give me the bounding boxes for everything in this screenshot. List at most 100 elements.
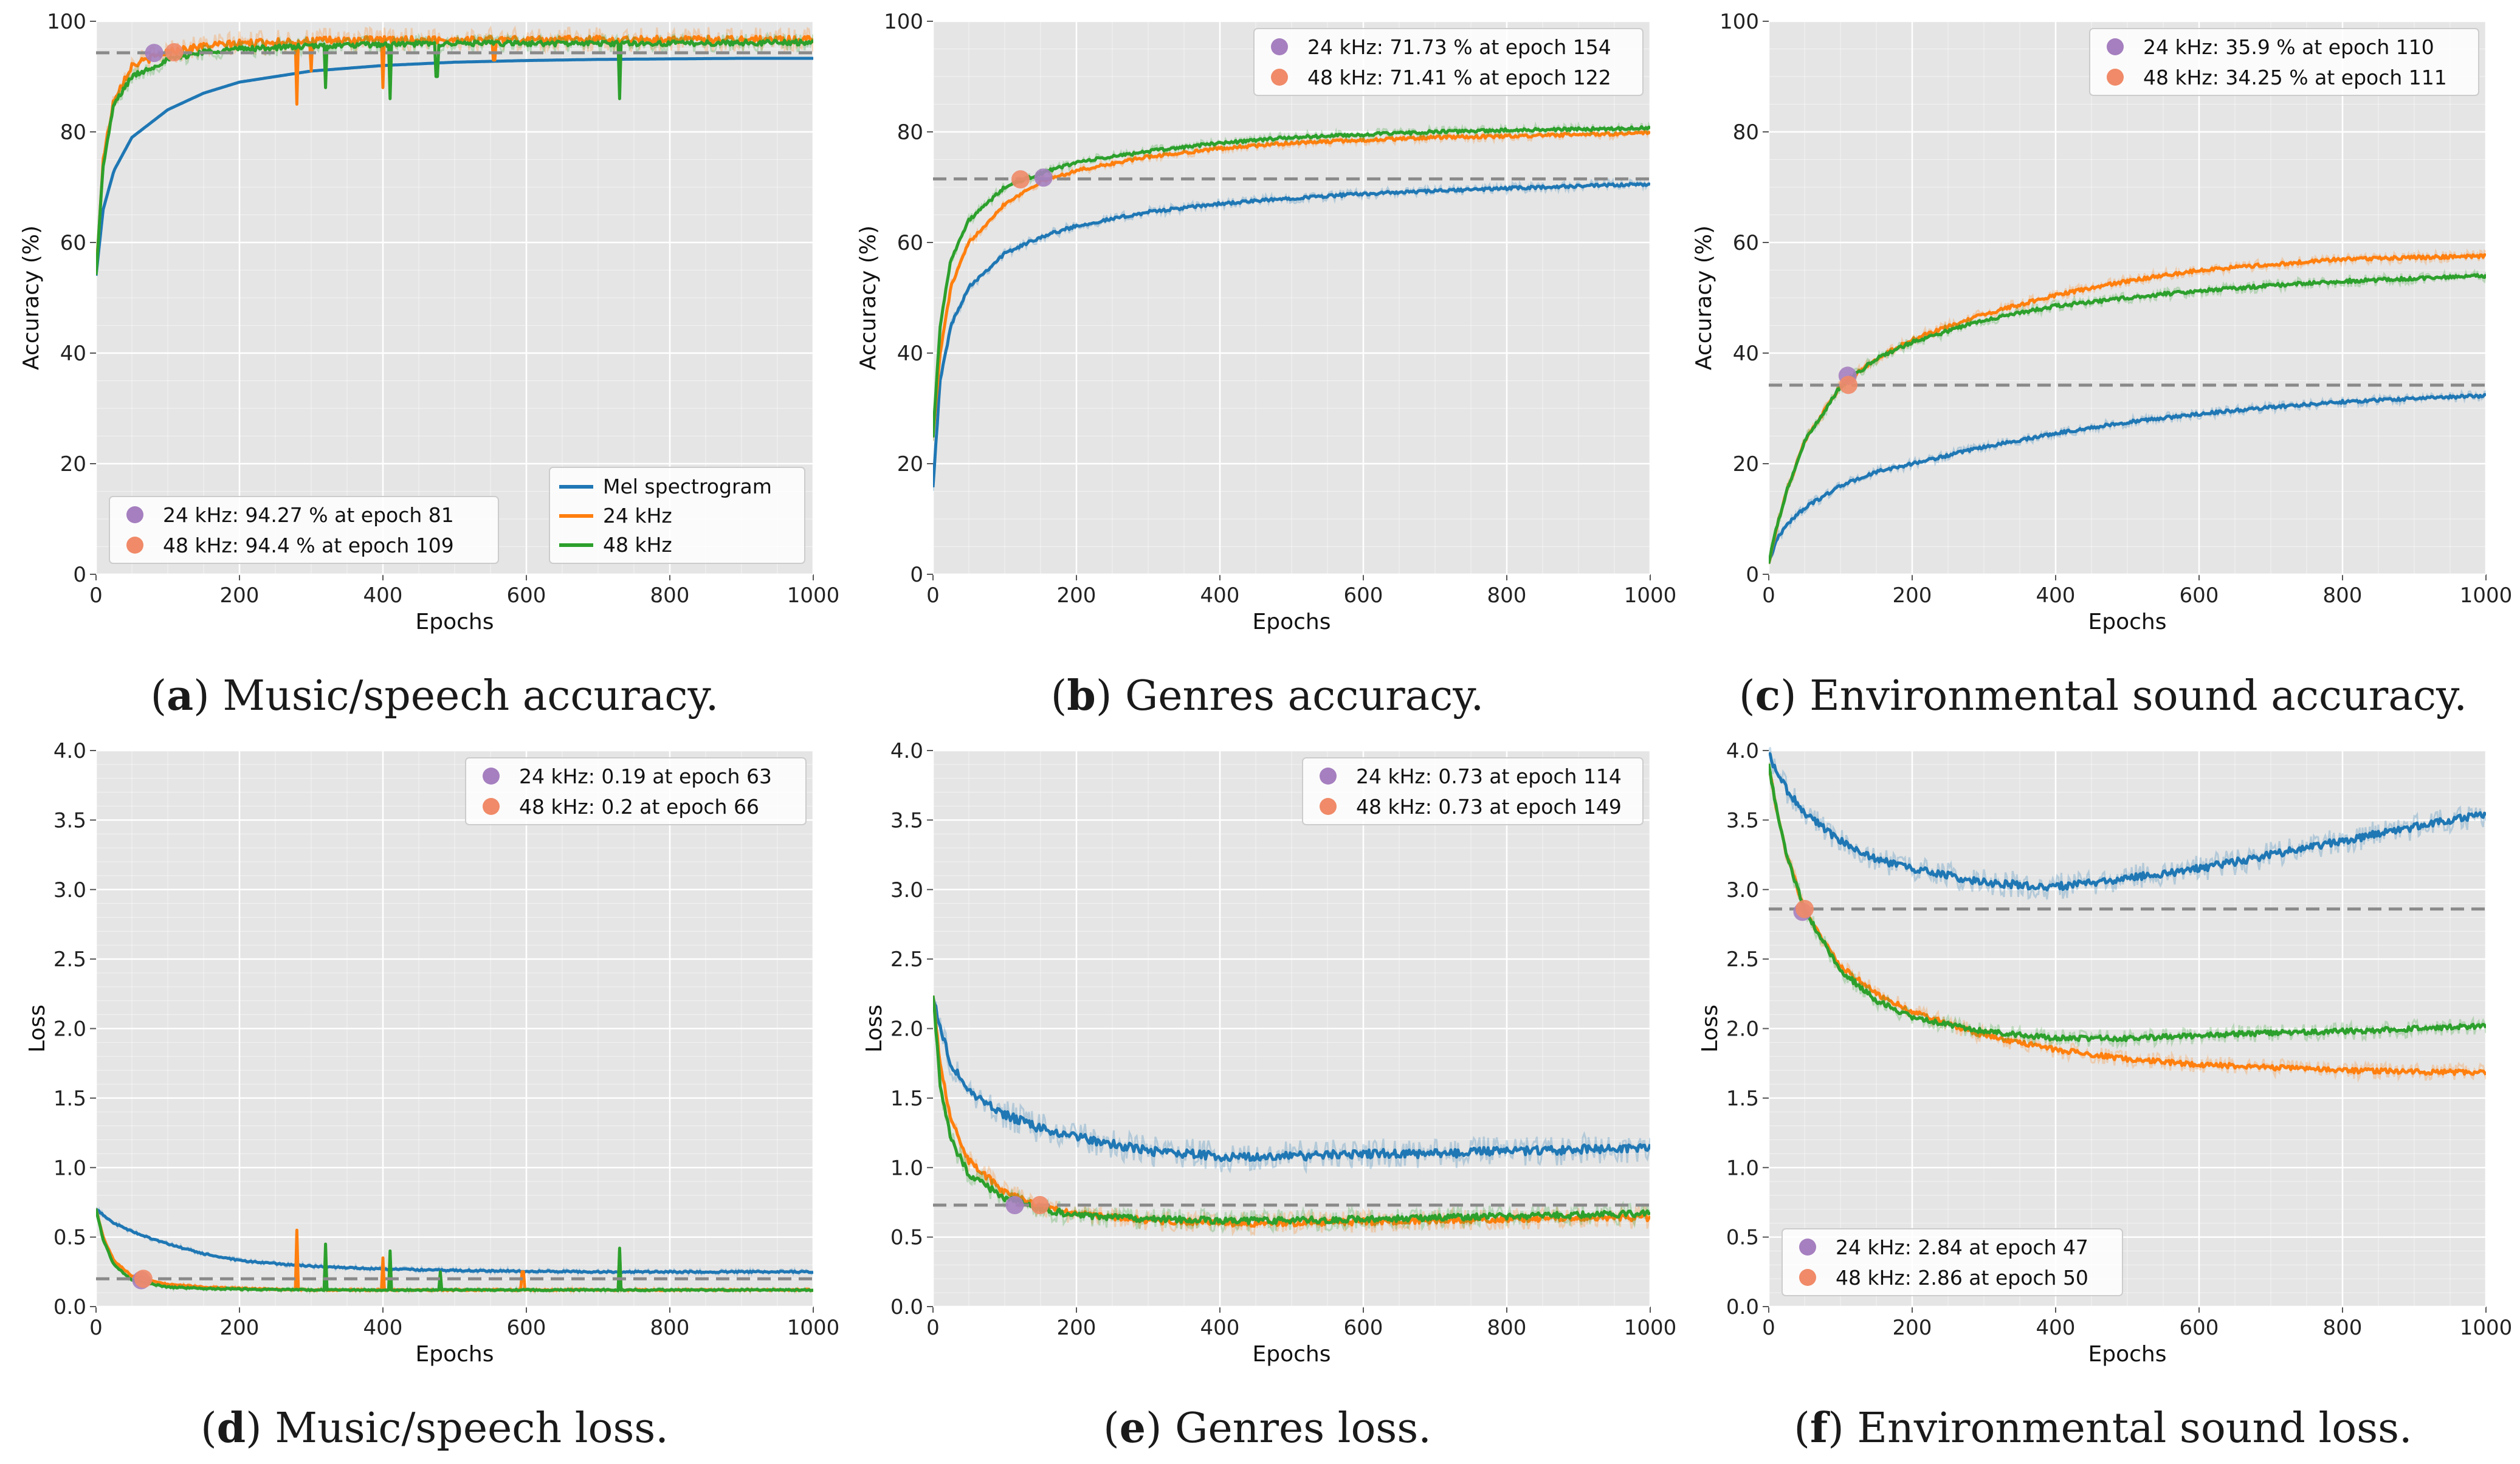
x-tick-label: 800 [650,583,690,608]
y-tick-label: 4.0 [1726,739,1759,763]
y-tick-label: 3.5 [890,808,923,833]
series-24khz-raw [96,25,813,272]
plot-area [96,1207,813,1295]
plot-area [96,25,813,276]
best-epoch-marker-48khz [1030,1196,1049,1215]
chart-panel-a: 0 200 400 600 800 1000 0 20 40 60 80 100 Epochs Accur… [19,10,839,634]
y-tick-label: 2.5 [890,947,923,972]
caption-e: (e) Genres loss. [1103,1404,1431,1452]
x-tick-label: 0 [926,1316,940,1340]
best-epoch-marker-48khz [1839,376,1857,394]
legend-series-label: 48 kHz [603,533,672,557]
y-tick-label: 2.0 [1726,1017,1759,1042]
y-tick-label: 80 [60,120,86,145]
x-tick-label: 1000 [787,583,840,608]
y-tick-label: 20 [60,452,86,476]
x-axis-label: Epochs [1253,610,1331,634]
legend-box [549,467,805,564]
legend-box [465,757,807,825]
y-tick-label: 40 [897,342,923,366]
x-tick-label: 800 [2323,583,2363,608]
x-tick-label: 400 [1200,1316,1240,1340]
legend-marker-swatch [1799,1269,1816,1286]
series-48khz-line [933,125,1650,438]
y-tick-label: 0.0 [53,1295,86,1319]
chart-panel-f: 0 200 400 600 800 1000 0.0 0.5 1.0 1.5 2.0 2.5 3.0 3.… [1698,739,2512,1367]
marker-legend: 24 kHz: 71.73 % at epoch 154 48 kHz: 71.4… [1253,28,1644,96]
legend-marker-swatch [2107,69,2124,86]
y-tick-label: 60 [60,231,86,255]
y-tick-label: 0 [73,563,86,587]
plot-area [1769,248,2486,565]
x-tick-label: 800 [1487,1316,1527,1340]
legend-marker-label: 24 kHz: 0.73 at epoch 114 [1356,765,1622,788]
x-tick-label: 600 [2180,583,2219,608]
best-epoch-marker-48khz [1011,170,1030,189]
x-tick-label: 1000 [2460,583,2513,608]
x-tick-label: 0 [1762,583,1775,608]
series-mel-spectrogram-line [933,182,1650,487]
x-tick-label: 200 [1057,583,1096,608]
x-tick-label: 1000 [1624,583,1677,608]
legend-marker-label: 48 kHz: 34.25 % at epoch 111 [2143,66,2447,89]
y-axis-label: Accuracy (%) [19,225,44,370]
series-24khz-line [96,34,813,275]
legend-marker-swatch [483,768,500,785]
series-48khz-line [1769,273,2486,564]
x-tick-label: 0 [89,583,103,608]
legend-marker-label: 24 kHz: 2.84 at epoch 47 [1836,1235,2088,1259]
best-epoch-marker-24khz [145,44,164,63]
chart-panel-e: 0 200 400 600 800 1000 0.0 0.5 1.0 1.5 2.0 2.5 3.0 3.… [862,739,1676,1367]
legend-marker-label: 24 kHz: 71.73 % at epoch 154 [1307,35,1611,59]
series-48khz-line [933,995,1650,1225]
legend-marker-swatch [483,798,500,815]
x-axis-label: Epochs [1253,1342,1331,1367]
best-epoch-marker-48khz [165,43,184,61]
y-tick-label: 2.0 [53,1017,86,1042]
y-tick-label: 1.0 [890,1156,923,1180]
x-axis-label: Epochs [2088,1342,2167,1367]
y-tick-label: 1.5 [1726,1087,1759,1111]
x-tick-label: 200 [1057,1316,1096,1340]
y-tick-label: 0.5 [53,1226,86,1250]
y-tick-label: 4.0 [890,739,923,763]
x-tick-label: 600 [2180,1316,2219,1340]
legend-marker-label: 48 kHz: 0.73 at epoch 149 [1356,795,1622,819]
legend-marker-swatch [2107,38,2124,55]
x-axis-label: Epochs [416,610,494,634]
y-tick-label: 60 [1733,231,1759,255]
series-48khz-raw [96,31,813,273]
y-tick-label: 0.0 [890,1295,923,1319]
legend-box [109,496,499,564]
caption-d: (d) Music/speech loss. [201,1404,669,1452]
y-tick-label: 100 [884,10,923,34]
y-tick-label: 0 [910,563,923,587]
caption-c: (c) Environmental sound accuracy. [1739,672,2467,720]
y-tick-label: 2.5 [1726,947,1759,972]
series-48khz-line [96,1208,813,1293]
legend-box [1302,757,1644,825]
chart-panel-c: 0 200 400 600 800 1000 0 20 40 60 80 100 Epochs Accur… [1692,10,2512,634]
y-tick-label: 2.5 [53,947,86,972]
y-tick-label: 3.0 [1726,878,1759,902]
legend-marker-swatch [126,537,143,554]
y-tick-label: 80 [897,120,923,145]
series-legend: Mel spectrogram 24 kHz 48 kHz [549,467,805,564]
legend-marker-label: 48 kHz: 94.4 % at epoch 109 [163,534,454,557]
x-tick-label: 0 [926,583,940,608]
legend-marker-label: 48 kHz: 2.86 at epoch 50 [1836,1266,2088,1290]
x-tick-label: 0 [1762,1316,1775,1340]
y-tick-label: 1.5 [53,1087,86,1111]
y-tick-label: 1.0 [53,1156,86,1180]
series-mel-spectrogram-line [1769,751,2486,892]
marker-legend: 24 kHz: 2.84 at epoch 47 48 kHz: 2.86 at … [1782,1228,2123,1296]
series-48khz-line [96,38,813,275]
marker-legend: 24 kHz: 35.9 % at epoch 110 48 kHz: 34.25… [2089,28,2479,96]
x-tick-label: 200 [1893,1316,1932,1340]
series-mel-spectrogram-line [96,1208,813,1274]
legend-marker-swatch [1799,1239,1816,1256]
y-axis-label: Accuracy (%) [1692,225,1716,370]
best-epoch-marker-24khz [1034,168,1053,187]
caption-b: (b) Genres accuracy. [1050,672,1484,720]
plot-area [933,121,1650,491]
